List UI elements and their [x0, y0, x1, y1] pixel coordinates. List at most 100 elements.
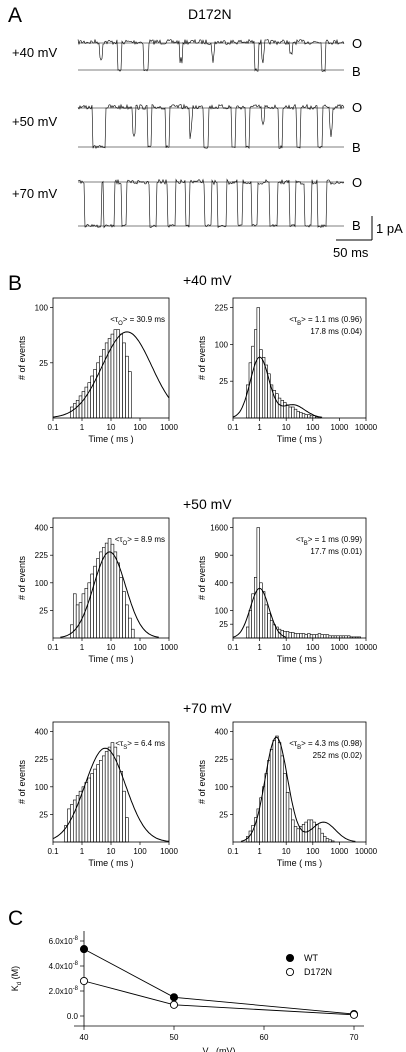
data-point-wt	[169, 993, 179, 1002]
histogram-bar	[73, 799, 77, 843]
fit-curve	[232, 356, 323, 418]
x-tick-label: 50	[170, 1033, 179, 1042]
y-tick-label: 100	[215, 606, 229, 615]
row-2-voltage: +50 mV	[183, 496, 232, 512]
histogram-bar	[301, 823, 306, 843]
histogram-bar	[122, 591, 126, 639]
x-tick-label: 100	[133, 847, 147, 856]
histogram-bar	[325, 838, 330, 843]
histogram-bar	[90, 375, 94, 419]
x-tick-label: 0.1	[47, 643, 59, 652]
histogram-bar	[312, 634, 316, 639]
histogram-bar	[301, 633, 306, 639]
panel-a-letter: A	[8, 4, 22, 27]
trace-3-blocked-label: B	[352, 218, 361, 233]
data-point-d172n	[79, 976, 89, 986]
histogram-bar	[309, 634, 314, 639]
histogram-bar	[246, 626, 250, 639]
y-tick-label: 400	[35, 728, 49, 737]
x-tick-label: 1	[80, 847, 85, 856]
fit-curve	[52, 747, 170, 842]
x-tick-label: 10	[107, 423, 116, 432]
y-tick-label: 4.0x10-8	[49, 961, 79, 971]
histogram-bar	[304, 634, 308, 639]
y-tick-label: 25	[219, 377, 228, 386]
x-tick-label: 10000	[355, 423, 378, 432]
histogram-bar	[280, 755, 284, 843]
trace-2-blocked-label: B	[352, 140, 361, 155]
histogram-bar	[288, 632, 292, 639]
fit-curve	[232, 587, 287, 638]
x-tick-label: 10000	[355, 643, 378, 652]
x-tick-label: 1000	[160, 847, 178, 856]
y-tick-label: 25	[39, 359, 48, 368]
histogram-bar	[110, 543, 115, 639]
histogram-bar	[81, 391, 86, 419]
histogram-bar	[104, 542, 109, 639]
histogram-bar	[110, 742, 115, 843]
histogram-bar	[259, 349, 263, 419]
trace-1-current	[77, 38, 345, 73]
histogram-bar	[323, 634, 327, 639]
x-tick-label: 70	[350, 1033, 359, 1042]
histogram-bar	[107, 746, 112, 843]
histogram-open-40mv: 0.1 1 10 100 1000 Time ( ms ) 25 100 # of events…	[17, 297, 178, 444]
histogram-bar	[296, 633, 300, 639]
mean-time-annotation: <τB> = 1 ms (0.99)	[296, 535, 362, 547]
histogram-bar	[272, 740, 276, 843]
histogram-bar	[325, 634, 330, 639]
histogram-bar	[116, 562, 121, 639]
x-tick-label: 0.1	[227, 643, 239, 652]
histogram-bar	[119, 770, 123, 843]
x-axis-label: Time ( ms )	[277, 434, 322, 444]
x-tick-label: 0.1	[227, 847, 239, 856]
histogram-bar	[285, 404, 290, 419]
y-tick-label: 400	[215, 579, 229, 588]
histogram-bar	[73, 403, 77, 419]
panel-c-letter: C	[8, 907, 23, 930]
histogram-bar	[264, 773, 268, 843]
x-tick-label: 1000	[331, 643, 349, 652]
histogram-frame	[232, 297, 367, 419]
histogram-bar	[248, 362, 253, 419]
histogram-bar	[113, 551, 118, 639]
y-tick-label: 100	[215, 340, 229, 349]
histogram-bar	[254, 576, 258, 639]
histogram-bar	[96, 362, 100, 419]
x-tick-label: 1000	[331, 423, 349, 432]
histogram-bar	[323, 836, 327, 843]
histogram-bar	[291, 819, 295, 843]
histogram-bar	[277, 397, 282, 419]
x-axis-label: Time ( ms )	[88, 654, 133, 664]
y-tick-label: 225	[35, 755, 49, 764]
trace-2-open-label: O	[352, 100, 362, 115]
trace-1-open-label: O	[352, 36, 362, 51]
histogram-bar	[293, 826, 298, 843]
histogram-bar	[125, 817, 129, 843]
x-axis-label: Time ( ms )	[88, 434, 133, 444]
x-tick-label: 10	[282, 847, 291, 856]
data-point-d172n	[349, 1010, 359, 1019]
histogram-open-50mv: 0.1 1 10 100 1000 Time ( ms ) 25 100 225 400 # of …	[17, 517, 178, 664]
x-tick-label: 100	[133, 643, 147, 652]
x-tick-label: 1	[257, 847, 262, 856]
histogram-bar	[269, 748, 274, 843]
y-tick-label: 400	[215, 728, 229, 737]
trace-1-blocked-label: B	[352, 64, 361, 79]
histogram-bar	[299, 633, 303, 639]
histogram-bar	[122, 790, 126, 843]
histogram-bar	[70, 804, 74, 843]
x-axis-label: Time ( ms )	[88, 858, 133, 868]
histogram-bar	[93, 369, 97, 419]
y-tick-label: 25	[39, 810, 48, 819]
y-tick-label: 25	[39, 606, 48, 615]
histogram-bar	[84, 782, 89, 843]
legend-marker-wt	[285, 953, 295, 963]
histogram-bar	[87, 777, 92, 843]
histogram-bar	[320, 832, 324, 843]
y-axis-label: # of events	[197, 555, 207, 600]
y-tick-label: 6.0x10-8	[49, 936, 79, 946]
histogram-bar	[256, 527, 260, 639]
histogram-bar	[90, 773, 94, 843]
histogram-bar	[119, 333, 123, 419]
